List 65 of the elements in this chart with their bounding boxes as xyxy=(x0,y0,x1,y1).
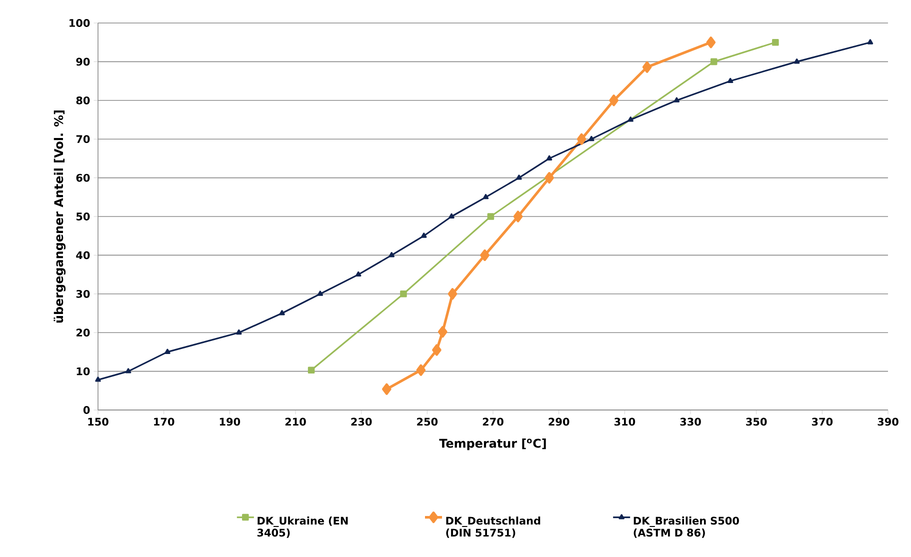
point xyxy=(513,210,523,222)
point xyxy=(400,290,407,298)
point xyxy=(308,366,315,374)
point xyxy=(448,213,454,218)
point xyxy=(794,58,800,64)
point xyxy=(125,368,132,374)
x-tick-label: 210 xyxy=(285,418,306,426)
point xyxy=(480,249,490,261)
point xyxy=(544,172,554,184)
y-axis-title: übergegangener Anteil [Vol. %] xyxy=(54,110,66,323)
legend-label: DK_Brasilien S500 (ASTM D 86) xyxy=(634,516,739,538)
point xyxy=(487,213,494,220)
point xyxy=(727,78,734,84)
point xyxy=(164,348,170,354)
point xyxy=(628,116,634,122)
point xyxy=(576,133,586,145)
x-tick-label: 170 xyxy=(154,418,174,426)
point xyxy=(642,61,652,73)
point xyxy=(448,288,458,300)
y-tick-label: 0 xyxy=(83,406,90,414)
y-tick-label: 70 xyxy=(76,135,90,144)
x-tick-label: 270 xyxy=(482,418,504,426)
point xyxy=(674,97,680,102)
point xyxy=(236,329,242,335)
point xyxy=(416,364,426,376)
point xyxy=(546,155,552,160)
y-tick-label: 60 xyxy=(76,174,90,182)
y-tick-label: 30 xyxy=(76,290,90,298)
x-tick-label: 310 xyxy=(614,418,636,426)
point xyxy=(438,326,448,338)
point xyxy=(317,290,324,296)
point xyxy=(772,38,779,46)
x-tick-label: 370 xyxy=(812,418,833,426)
x-tick-label: 390 xyxy=(878,418,898,426)
point xyxy=(356,271,362,277)
point xyxy=(588,136,594,142)
point xyxy=(95,376,101,382)
point xyxy=(421,232,427,238)
x-tick-label: 350 xyxy=(746,418,767,426)
point xyxy=(482,194,489,200)
point xyxy=(867,39,874,44)
x-tick-label: 330 xyxy=(680,418,701,426)
point xyxy=(710,58,718,66)
point xyxy=(706,36,716,48)
y-tick-label: 40 xyxy=(76,251,90,260)
x-tick-label: 190 xyxy=(220,418,240,426)
y-tick-label: 90 xyxy=(76,58,90,66)
point xyxy=(388,252,394,258)
x-tick-label: 150 xyxy=(88,418,108,426)
legend-label: DK_Ukraine (EN 3405) xyxy=(257,516,348,538)
point xyxy=(432,344,442,356)
y-tick-label: 10 xyxy=(76,367,90,376)
x-axis-title: Temperatur [$^{o}$C] xyxy=(439,438,546,450)
legend-label: DK_Deutschland (DIN 51751) xyxy=(446,516,540,538)
point xyxy=(382,383,392,395)
y-tick-label: 50 xyxy=(76,212,90,220)
y-tick-label: 100 xyxy=(70,19,90,27)
x-tick-label: 250 xyxy=(417,418,438,426)
x-tick-label: 290 xyxy=(548,418,570,426)
point xyxy=(516,174,522,180)
point xyxy=(609,94,618,106)
x-tick-label: 230 xyxy=(351,418,372,426)
y-tick-label: 20 xyxy=(76,328,90,337)
y-tick-label: 80 xyxy=(76,96,90,104)
point xyxy=(279,310,285,316)
